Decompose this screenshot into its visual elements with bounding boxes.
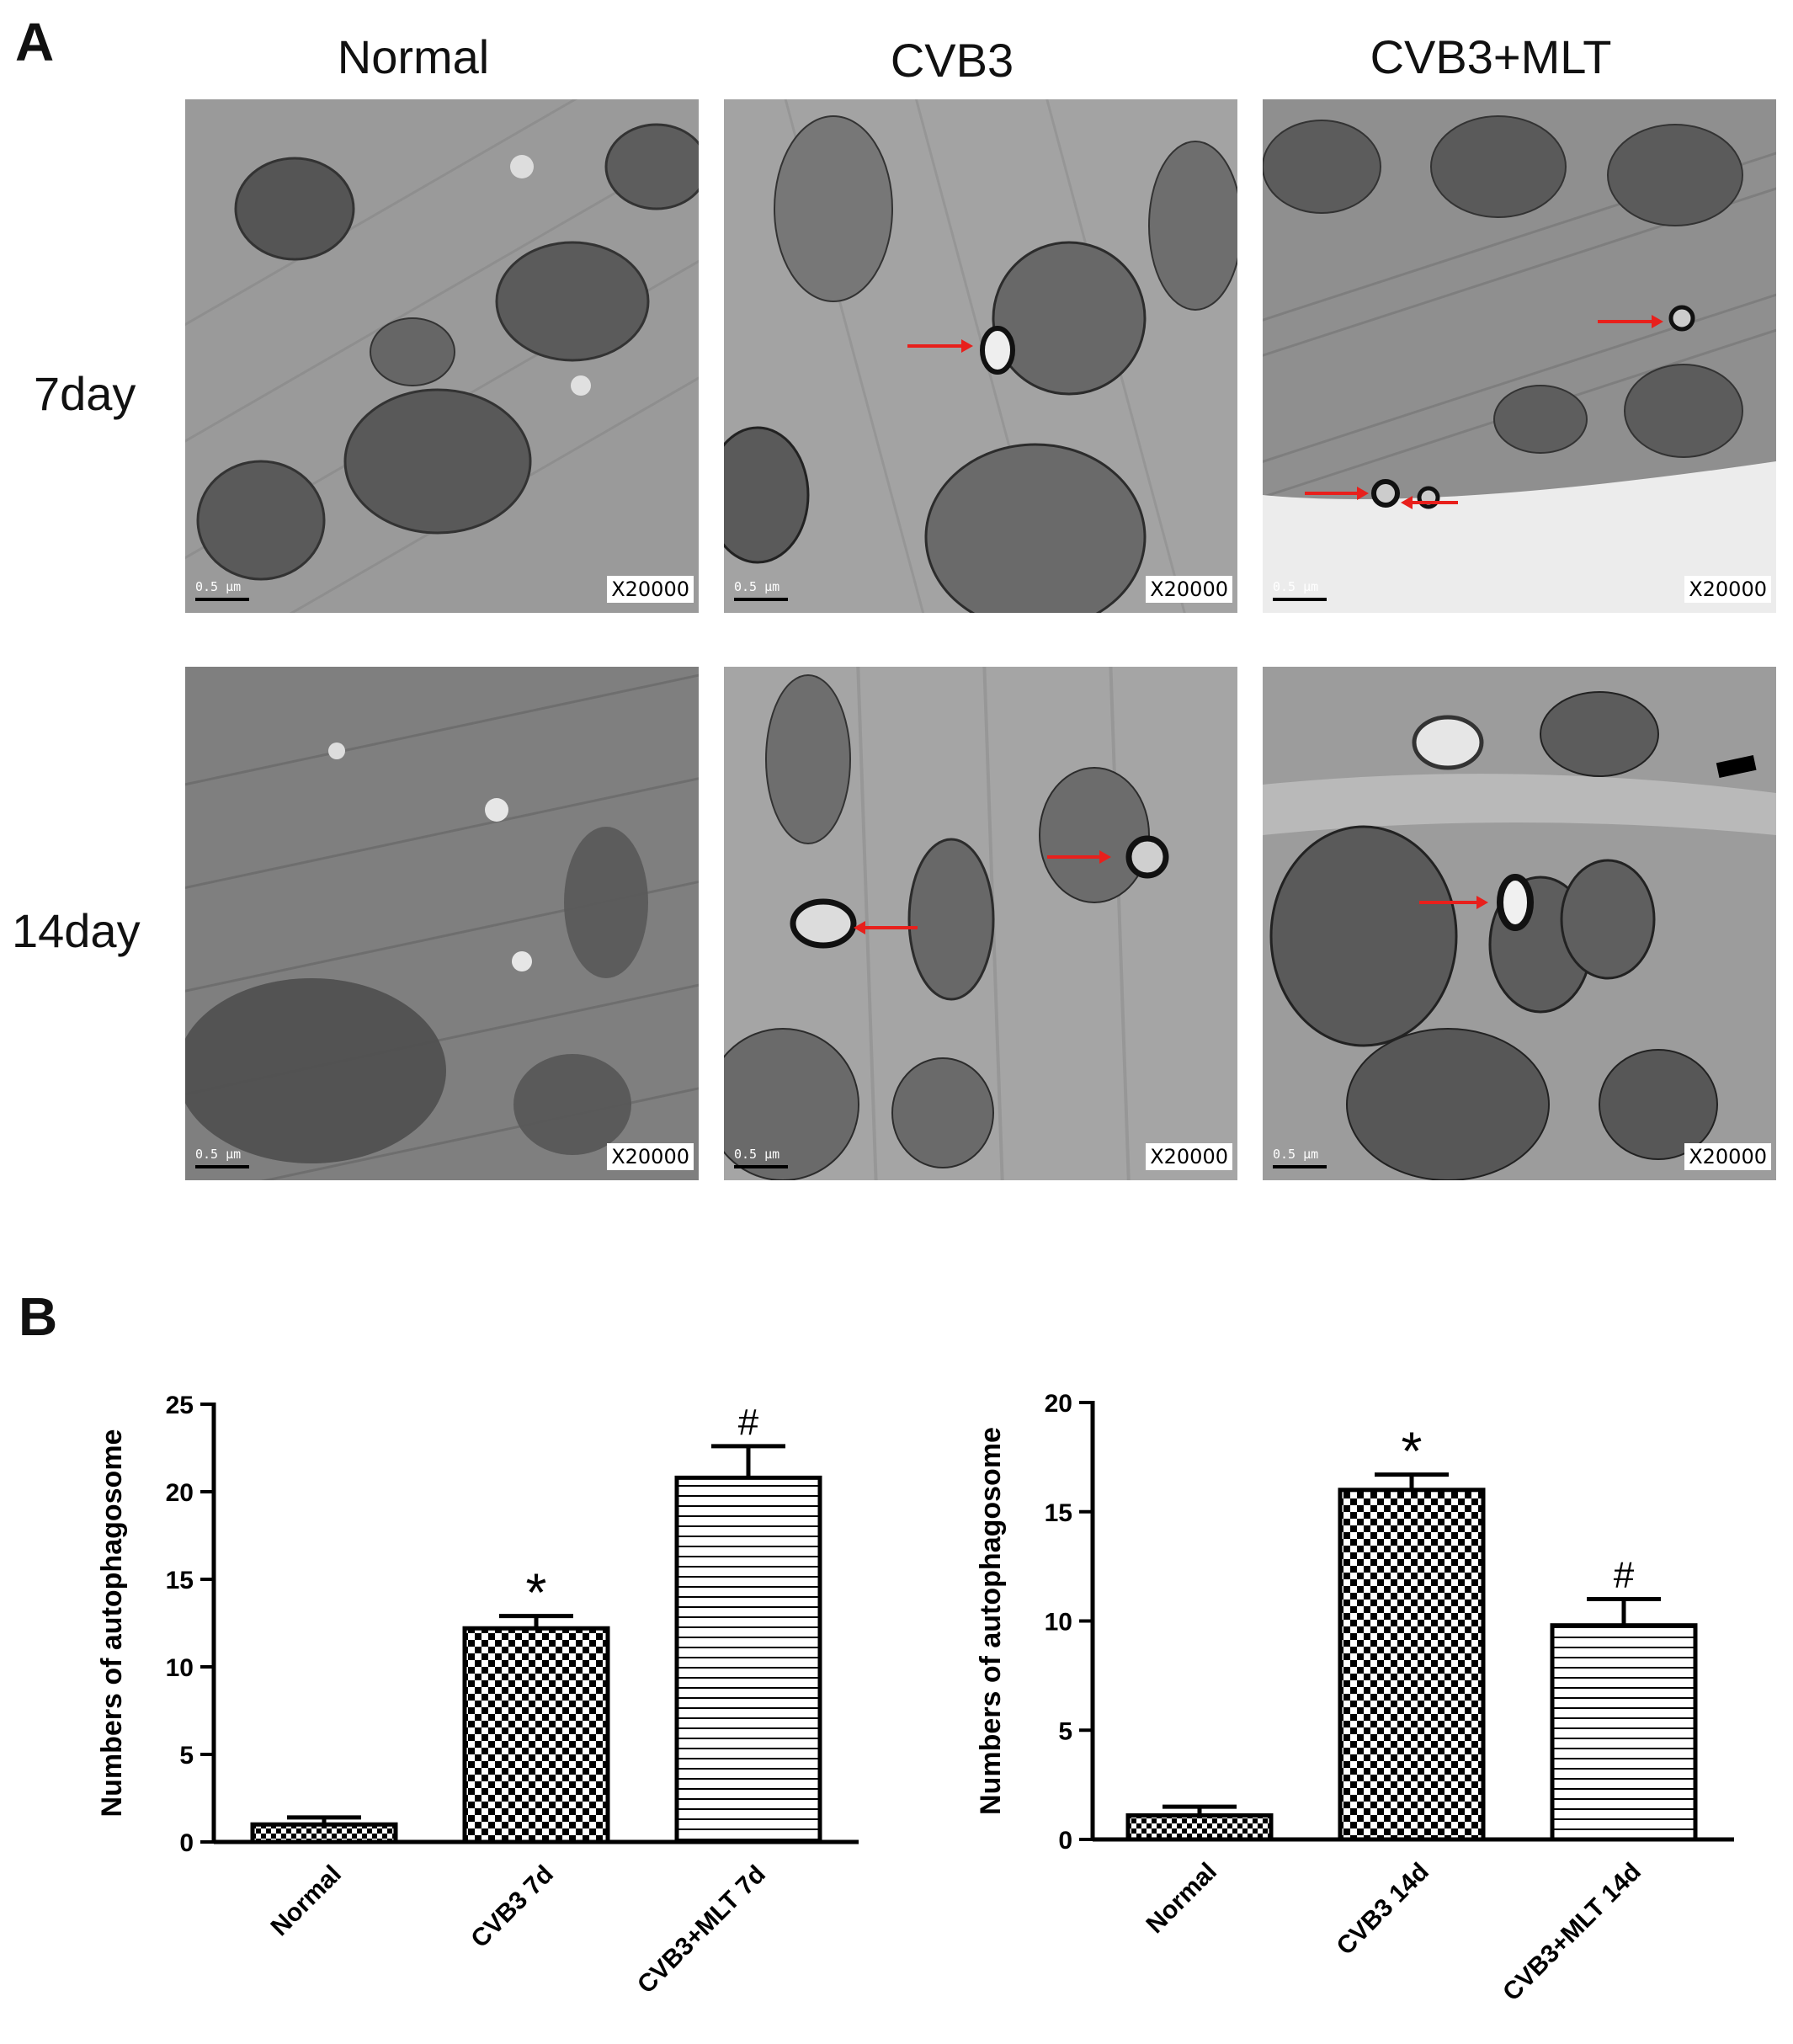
micrograph-texture — [724, 667, 1237, 1180]
scale-bar: 0.5 μm — [734, 579, 788, 601]
significance-marker: # — [1614, 1555, 1635, 1596]
micrograph-cvb3-mlt-14day: 0.5 μm X20000 — [1263, 667, 1776, 1180]
magnification-label: X20000 — [607, 1143, 694, 1170]
x-tick-label: CVB3 7d — [466, 1860, 559, 1954]
x-tick-label: CVB3+MLT 7d — [632, 1860, 771, 1999]
micrograph-normal-14day: 0.5 μm X20000 — [185, 667, 699, 1180]
y-tick-label: 5 — [179, 1742, 194, 1770]
y-tick-label: 20 — [1045, 1390, 1072, 1418]
bar — [1550, 1623, 1698, 1842]
x-tick-label: Normal — [266, 1860, 347, 1941]
y-tick-label: 15 — [166, 1567, 194, 1594]
bar-chart-14day: 0 5 10 15 20 Numbers of autophagosome Normal * C… — [975, 1390, 1734, 2007]
panel-b-letter: B — [19, 1286, 58, 1347]
scale-bar: 0.5 μm — [195, 1147, 249, 1168]
panel-a-letter: A — [15, 12, 55, 72]
y-tick-label: 15 — [1045, 1499, 1072, 1527]
micrograph-cvb3-mlt-7day: 0.5 μm X20000 — [1263, 99, 1776, 613]
bar-chart-7day: 0 5 10 15 20 25 Numbers of autophagosome Normal… — [96, 1392, 859, 1999]
magnification-label: X20000 — [607, 576, 694, 603]
significance-marker: # — [738, 1402, 759, 1443]
y-tick-label: 10 — [1045, 1609, 1072, 1637]
bar — [1125, 1812, 1274, 1842]
column-header-cvb3: CVB3 — [890, 34, 1014, 87]
y-tick-label: 20 — [166, 1479, 194, 1507]
bar — [1338, 1488, 1486, 1842]
arrow-icon — [854, 850, 1111, 934]
y-tick-label: 25 — [166, 1392, 194, 1419]
row-label-7day: 7day — [34, 367, 136, 420]
micrograph-texture — [1263, 667, 1776, 1180]
column-header-normal: Normal — [337, 30, 490, 83]
micrograph-cvb3-7day: 0.5 μm X20000 — [724, 99, 1237, 613]
y-axis-label: Numbers of autophagosome — [975, 1427, 1007, 1815]
magnification-label: X20000 — [1146, 1143, 1232, 1170]
x-tick-label: CVB3 14d — [1332, 1858, 1434, 1961]
magnification-label: X20000 — [1684, 1143, 1771, 1170]
significance-marker: * — [526, 1562, 547, 1623]
magnification-label: X20000 — [1684, 576, 1771, 603]
micrograph-texture — [185, 99, 699, 613]
arrow-icon — [1305, 315, 1663, 509]
scale-bar: 0.5 μm — [734, 1147, 788, 1168]
scale-bar: 0.5 μm — [1273, 1147, 1327, 1168]
column-header-cvb3-mlt: CVB3+MLT — [1370, 30, 1612, 83]
y-tick-label: 0 — [179, 1829, 194, 1857]
micrograph-normal-7day: 0.5 μm X20000 — [185, 99, 699, 613]
x-tick-label: CVB3+MLT 14d — [1498, 1858, 1647, 2007]
scale-bar: 0.5 μm — [195, 579, 249, 601]
micrograph-cvb3-14day: 0.5 μm X20000 — [724, 667, 1237, 1180]
scale-bar: 0.5 μm — [1273, 579, 1327, 601]
y-axis-label: Numbers of autophagosome — [96, 1429, 128, 1818]
bar — [250, 1822, 398, 1844]
magnification-label: X20000 — [1146, 576, 1232, 603]
x-tick-label: Normal — [1141, 1858, 1222, 1939]
arrow-icon — [1419, 896, 1488, 909]
y-tick-label: 10 — [166, 1654, 194, 1682]
micrograph-texture — [1263, 99, 1776, 613]
arrow-icon — [907, 339, 973, 353]
y-tick-label: 5 — [1058, 1717, 1072, 1745]
significance-marker: * — [1402, 1421, 1423, 1482]
micrograph-texture — [724, 99, 1237, 613]
y-tick-label: 0 — [1058, 1827, 1072, 1855]
bar — [674, 1475, 822, 1844]
row-label-14day: 14day — [12, 904, 141, 957]
bar — [462, 1626, 610, 1844]
micrograph-texture — [185, 667, 699, 1180]
